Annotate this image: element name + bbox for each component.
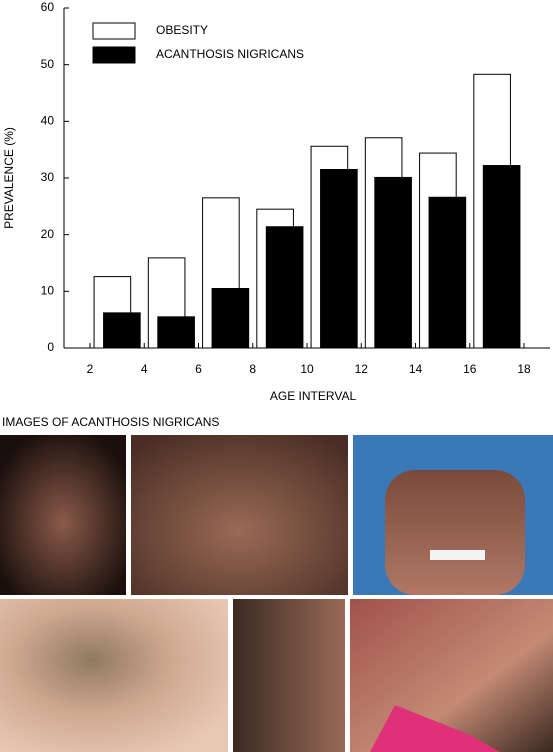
bar [428, 196, 467, 349]
photo-neck-front [131, 435, 348, 595]
x-tick-label: 16 [463, 362, 477, 376]
x-axis-label: AGE INTERVAL [270, 389, 357, 403]
legend-label: OBESITY [156, 23, 208, 37]
photo-ruler [430, 550, 485, 560]
plot-area: 0 10 20 30 40 50 60 2 4 6 8 10 12 14 16 18 AGE INTERVAL P… [2, 0, 550, 403]
x-tick-label: 10 [300, 362, 314, 376]
bar [482, 165, 521, 349]
x-tick-label: 4 [141, 362, 148, 376]
images-heading: IMAGES OF ACANTHOSIS NIGRICANS [2, 415, 219, 429]
bar [103, 312, 141, 349]
photos [0, 435, 553, 752]
x-tick-label: 8 [249, 362, 256, 376]
photo-neck-side [233, 599, 345, 752]
bar [265, 226, 304, 349]
photo-neck-skin [385, 470, 525, 595]
x-tick-label: 12 [355, 362, 369, 376]
y-tick-label: 40 [41, 114, 55, 128]
y-tick-label: 10 [41, 284, 55, 298]
y-tick-label: 60 [41, 0, 55, 14]
bar [211, 288, 250, 349]
y-tick-label: 30 [41, 170, 55, 184]
bar [320, 169, 358, 349]
y-tick-label: 50 [41, 57, 55, 71]
photo-hand [0, 435, 126, 595]
photo-axilla [0, 599, 228, 752]
legend-label: ACANTHOSIS NIGRICANS [156, 47, 304, 61]
bar [374, 176, 412, 349]
x-tick-label: 18 [517, 362, 531, 376]
bar [157, 316, 195, 349]
x-tick-label: 2 [87, 362, 94, 376]
legend-swatch [92, 46, 136, 64]
photo-shirt [370, 705, 500, 752]
x-tick-label: 14 [409, 362, 423, 376]
x-tick-label: 6 [195, 362, 202, 376]
legend-swatch [92, 22, 136, 40]
y-tick-label: 0 [47, 340, 54, 354]
y-axis-label: PREVALENCE (%) [2, 127, 16, 229]
y-tick-label: 20 [41, 227, 55, 241]
